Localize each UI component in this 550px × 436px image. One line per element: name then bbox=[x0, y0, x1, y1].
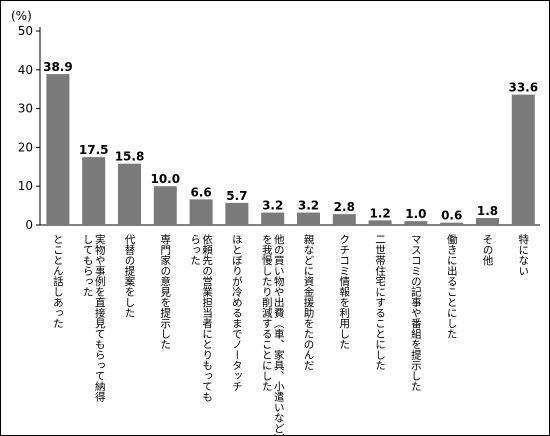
x-category-label: 特にない bbox=[517, 234, 529, 276]
bar bbox=[189, 199, 213, 225]
bar bbox=[261, 212, 285, 225]
bar bbox=[332, 214, 356, 225]
bar-value-label: 17.5 bbox=[79, 143, 109, 157]
y-tick-label: 30 bbox=[18, 102, 33, 116]
bar bbox=[440, 222, 464, 225]
x-category-label: その他 bbox=[482, 234, 494, 266]
y-tick-label: 20 bbox=[18, 140, 33, 154]
y-tick-label: 0 bbox=[25, 218, 33, 232]
bar bbox=[297, 212, 320, 225]
bar bbox=[46, 74, 70, 226]
x-category-label: 代替の提案をした bbox=[124, 234, 136, 318]
bar-value-label: 15.8 bbox=[115, 150, 145, 164]
x-category-label: 二世帯住宅にすることにした bbox=[374, 234, 386, 371]
y-tick-label: 10 bbox=[18, 179, 33, 193]
bar-value-label: 3.2 bbox=[262, 199, 283, 213]
bar bbox=[82, 157, 106, 225]
bar bbox=[368, 220, 392, 225]
bar-value-label: 1.0 bbox=[405, 207, 426, 221]
bar-value-label: 1.8 bbox=[477, 204, 498, 218]
y-tick-label: 50 bbox=[18, 24, 33, 38]
bar-value-label: 6.6 bbox=[190, 185, 211, 199]
x-category-label: してもらった bbox=[82, 234, 94, 297]
bar bbox=[476, 218, 499, 225]
bar-value-label: 5.7 bbox=[226, 189, 247, 203]
bar-value-label: 3.2 bbox=[298, 199, 319, 213]
x-category-label: マスコミの記事や番組を提示した bbox=[410, 234, 422, 392]
x-category-label: 働きに出ることにした bbox=[446, 233, 458, 339]
x-category-label: 専門家の意見を提示した bbox=[159, 234, 171, 350]
bar-value-label: 1.2 bbox=[369, 206, 390, 220]
bar bbox=[153, 186, 177, 225]
bar-value-label: 0.6 bbox=[441, 209, 462, 223]
bar bbox=[118, 163, 141, 225]
x-category-label: クチコミ情報を利用した bbox=[338, 234, 350, 350]
x-category-label: 依頼先の営業担当者にとりもっても bbox=[201, 233, 213, 402]
x-category-label: とことん話しあった bbox=[52, 234, 64, 329]
bar bbox=[404, 221, 428, 225]
x-category-label: 他の買い物や出費（車、家具、小遣いなど） bbox=[273, 233, 285, 436]
bar-value-label: 38.9 bbox=[43, 60, 73, 74]
bar-value-label: 33.6 bbox=[508, 81, 538, 95]
y-unit-label: (%) bbox=[11, 9, 32, 23]
x-category-label: 実物や事例を直接見てもらって納得 bbox=[94, 233, 106, 402]
x-category-label: 親などに資金援助をたのんだ bbox=[303, 233, 315, 370]
bar-value-label: 2.8 bbox=[334, 200, 355, 214]
bar-value-label: 10.0 bbox=[150, 172, 180, 186]
x-category-label: を我慢したり削減することにした bbox=[261, 234, 273, 392]
x-category-label: らった bbox=[189, 234, 201, 266]
bar bbox=[225, 202, 249, 225]
y-tick-label: 40 bbox=[18, 63, 33, 77]
x-category-label: ほとぼりが冷めるまでノータッチ bbox=[231, 234, 243, 392]
bar bbox=[511, 94, 535, 225]
